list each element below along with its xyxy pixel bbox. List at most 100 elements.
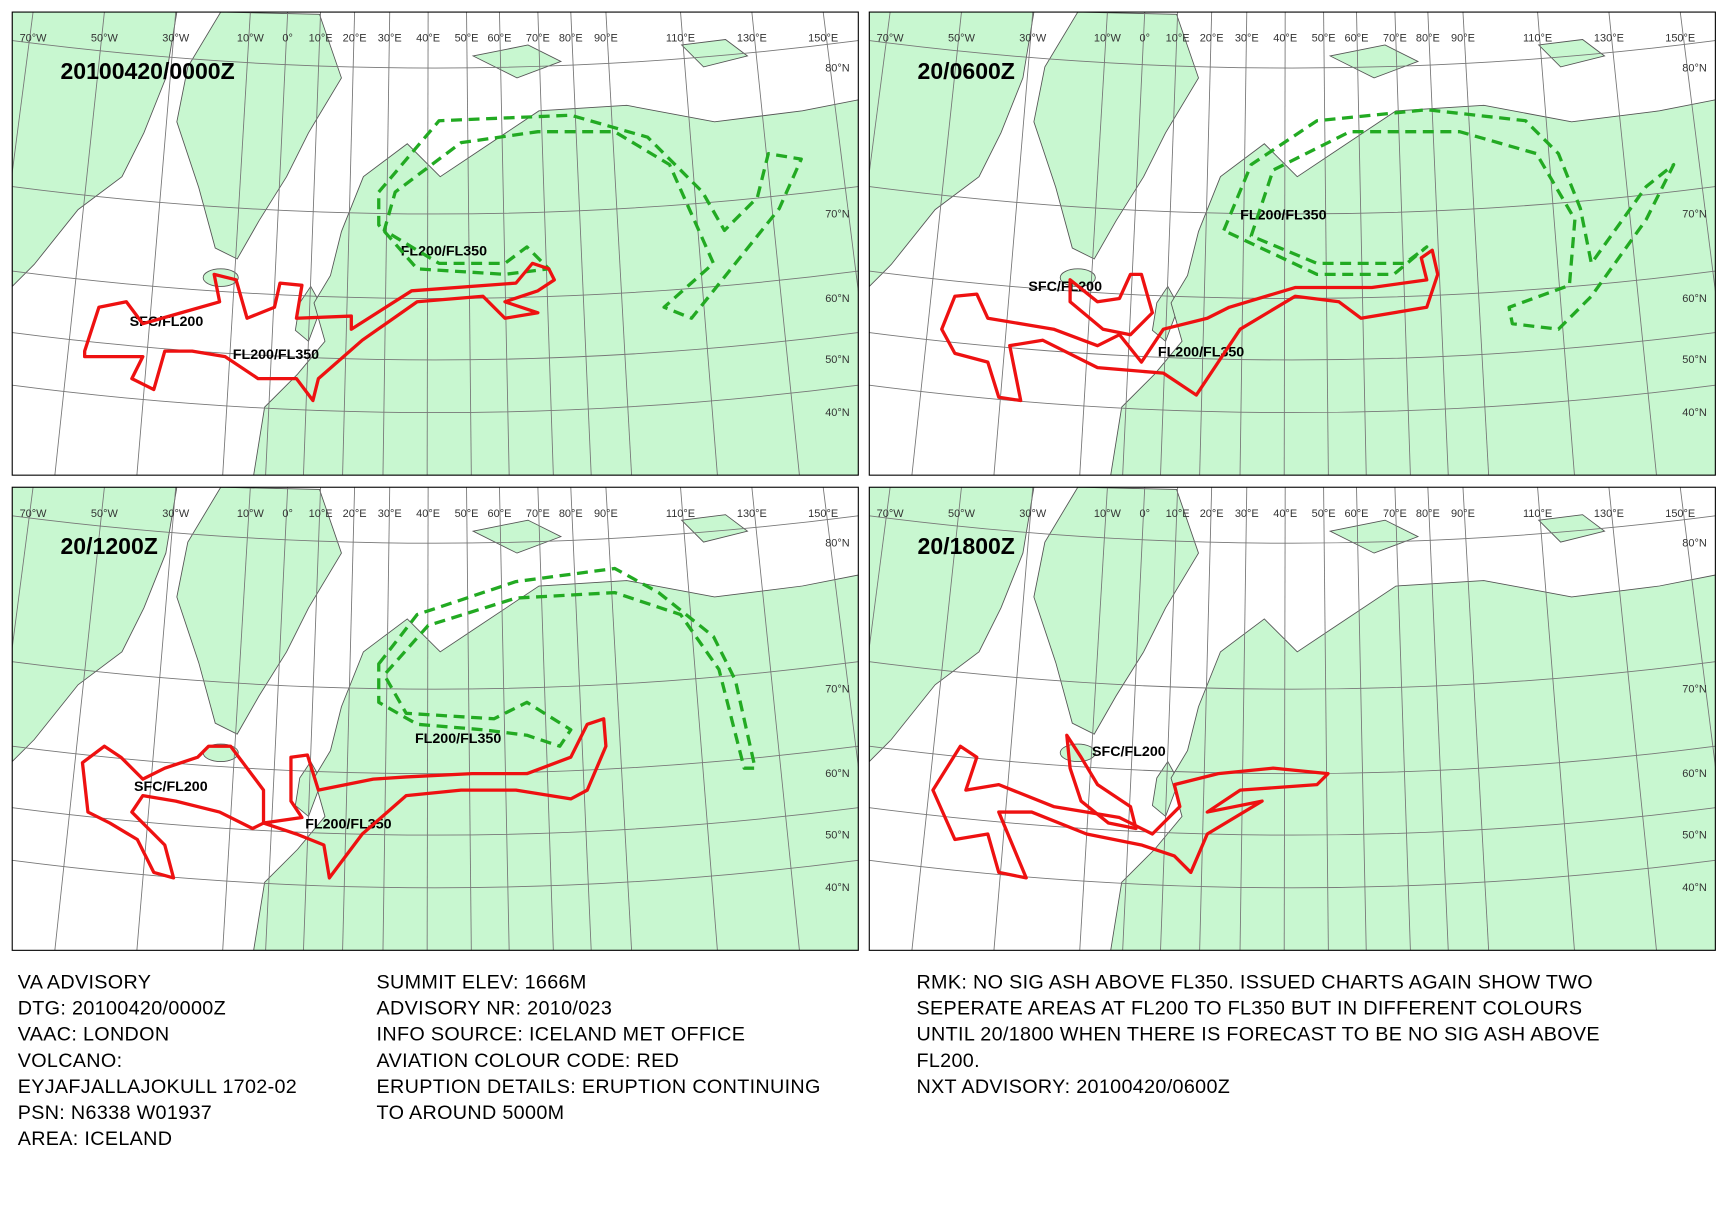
meridian <box>466 487 472 951</box>
meridian <box>1199 12 1213 476</box>
longitude-label: 0° <box>1139 508 1150 520</box>
longitude-label: 10°E <box>1166 33 1190 45</box>
meridian <box>751 12 800 476</box>
meridian <box>426 12 429 476</box>
longitude-label: 80°E <box>559 33 583 45</box>
meridian <box>12 12 34 176</box>
meridian <box>303 12 322 476</box>
parallel <box>869 40 1716 69</box>
meridian <box>822 12 859 295</box>
meridian <box>1427 12 1449 476</box>
parallel <box>12 515 859 544</box>
longitude-label: 30°E <box>378 508 402 520</box>
parallel <box>869 384 1716 414</box>
longitude-label: 30°W <box>1019 508 1047 520</box>
longitude-label: 90°E <box>1451 508 1475 520</box>
longitude-label: 90°E <box>1451 33 1475 45</box>
latitude-label: 70°N <box>1682 683 1707 695</box>
longitude-label: 70°W <box>877 33 905 45</box>
meridian <box>605 487 633 951</box>
meridian <box>136 487 177 951</box>
meridian <box>1283 487 1286 951</box>
advisory-line: ADVISORY NR: 2010/023 <box>377 998 613 1020</box>
longitude-label: 30°E <box>1235 33 1259 45</box>
meridian <box>222 12 251 476</box>
advisory-line: INFO SOURCE: ICELAND MET OFFICE <box>377 1024 746 1046</box>
panel-border <box>11 486 859 951</box>
latitude-label: 60°N <box>825 768 850 780</box>
latitude-label: 50°N <box>1682 354 1707 366</box>
meridian <box>54 12 105 476</box>
ash-area-sfc-fl200 <box>83 261 556 403</box>
panel-time: 20/0600Z <box>918 58 1015 84</box>
meridian <box>1122 487 1146 951</box>
longitude-label: 110°E <box>666 33 695 45</box>
parallel <box>12 332 859 361</box>
meridian <box>1323 12 1329 476</box>
advisory-line: VAAC: LONDON <box>18 1024 170 1046</box>
meridian <box>570 12 592 476</box>
longitude-label: 70°E <box>526 508 550 520</box>
longitude-label: 40°E <box>1273 33 1297 45</box>
meridian <box>499 487 510 951</box>
parallel <box>12 745 859 775</box>
longitude-label: 20°E <box>343 508 367 520</box>
longitude-label: 10°W <box>1094 33 1122 45</box>
longitude-label: 50°E <box>1312 508 1336 520</box>
longitude-label: 20°E <box>1200 508 1224 520</box>
panel-time: 20/1800Z <box>918 533 1015 559</box>
ash-area-label: FL200/FL350 <box>1158 345 1244 361</box>
ash-area-fl200-fl350 <box>377 113 803 320</box>
advisory-text: VA ADVISORY DTG: 20100420/0000Z VAAC: LOND… <box>18 972 1600 1150</box>
latitude-label: 40°N <box>825 882 850 894</box>
meridian <box>222 487 251 951</box>
longitude-label: 40°E <box>416 508 440 520</box>
parallel <box>12 859 859 889</box>
longitude-label: 150°E <box>1665 508 1695 520</box>
map-panel: 70°W 50°W 30°W 10°W 0° 10°E 20°E 30°E 40°E 50°E 60… <box>868 486 1716 951</box>
advisory-line: RMK: NO SIG ASH ABOVE FL350. ISSUED CHAR… <box>916 972 1593 994</box>
meridian <box>426 487 429 951</box>
longitude-label: 150°E <box>808 508 838 520</box>
meridian <box>265 12 289 476</box>
meridian <box>265 487 289 951</box>
parallel <box>869 661 1716 690</box>
ash-area-sfc-fl200 <box>261 717 608 880</box>
ash-area-label: FL200/FL350 <box>1240 207 1326 223</box>
map-panel: 70°W 50°W 30°W 10°W 0° 10°E 20°E 30°E 40°E 50°E 60… <box>11 486 859 951</box>
meridian <box>136 12 177 476</box>
meridian <box>1537 487 1575 951</box>
longitude-label: 70°W <box>20 508 48 520</box>
panel-time: 20100420/0000Z <box>61 58 235 84</box>
advisory-line: ERUPTION DETAILS: ERUPTION CONTINUING <box>377 1076 821 1098</box>
longitude-label: 10°E <box>309 33 333 45</box>
ash-area-label: FL200/FL350 <box>415 731 501 747</box>
longitude-label: 110°E <box>1523 33 1552 45</box>
advisory-line: DTG: 20100420/0000Z <box>18 998 226 1020</box>
latitude-label: 80°N <box>1682 62 1707 74</box>
latitude-label: 80°N <box>825 537 850 549</box>
longitude-label: 50°W <box>948 33 976 45</box>
longitude-label: 30°W <box>162 33 190 45</box>
panel-border <box>868 11 1716 476</box>
advisory-line: VA ADVISORY <box>18 972 152 994</box>
parallel <box>869 515 1716 544</box>
longitude-label: 60°E <box>1345 508 1369 520</box>
ash-area-label: FL200/FL350 <box>233 347 319 363</box>
meridian <box>605 12 633 476</box>
meridian <box>1356 487 1367 951</box>
longitude-label: 50°E <box>455 33 479 45</box>
parallel <box>869 186 1716 215</box>
longitude-label: 20°E <box>343 33 367 45</box>
parallel <box>12 661 859 690</box>
meridian <box>1462 12 1490 476</box>
longitude-label: 110°E <box>1523 508 1552 520</box>
longitude-label: 10°E <box>1166 508 1190 520</box>
longitude-label: 20°E <box>1200 33 1224 45</box>
meridian <box>1122 12 1146 476</box>
latitude-label: 50°N <box>825 829 850 841</box>
longitude-label: 50°E <box>1312 33 1336 45</box>
meridian <box>751 487 800 951</box>
longitude-label: 110°E <box>666 508 695 520</box>
